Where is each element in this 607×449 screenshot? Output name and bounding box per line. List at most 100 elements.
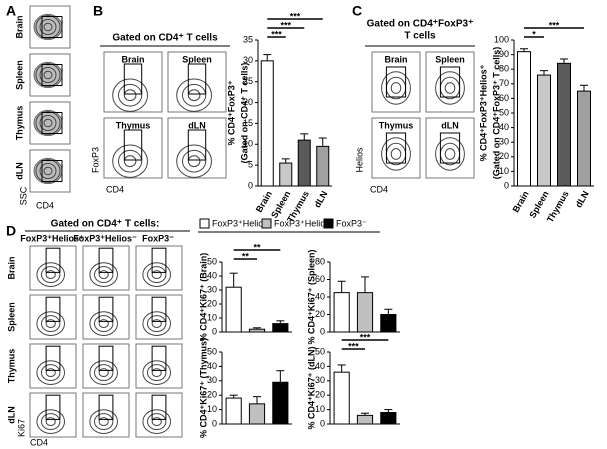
contour: [118, 149, 143, 173]
contour: [94, 413, 114, 431]
plot-label: Brain: [121, 54, 144, 64]
y-tick-label: 40: [207, 270, 217, 280]
contour: [187, 155, 201, 168]
gate: [151, 296, 167, 322]
contour: [112, 144, 149, 178]
flow-plot: [82, 392, 130, 438]
bar: [248, 328, 266, 333]
row-label: Spleen: [6, 302, 16, 332]
contour: [45, 270, 56, 280]
y-axis-label: % CD4⁺Ki67⁺ (dLN): [306, 346, 316, 429]
y-tick-label: 10: [243, 139, 253, 149]
flow-plot: [371, 117, 421, 179]
bar: [380, 411, 397, 425]
gate: [98, 247, 114, 273]
contour: [98, 368, 109, 378]
contour: [381, 137, 411, 171]
y-tick-label: 70: [499, 78, 509, 88]
contour: [94, 364, 114, 382]
column-label: FoxP3⁺Helios⁻: [73, 233, 137, 243]
gate: [45, 345, 61, 371]
y-tick-label: 100: [494, 34, 509, 44]
gate: [123, 63, 143, 95]
contour: [147, 364, 167, 382]
density: [33, 61, 63, 89]
flow-plot: [29, 343, 77, 389]
contour: [43, 70, 53, 80]
contour: [41, 266, 61, 284]
legend-label: FoxP3⁻: [336, 218, 367, 228]
contour: [147, 315, 167, 333]
column-label: FoxP3⁺Helios⁺: [20, 233, 84, 243]
contour: [45, 417, 56, 427]
flow-plot: [29, 245, 77, 291]
row-label: Brain: [14, 15, 24, 38]
y-tick-label: 0: [320, 418, 325, 428]
y-tick-label: 40: [207, 361, 217, 371]
plot-label: Spleen: [182, 54, 212, 64]
y-tick-label: 60: [315, 274, 325, 284]
bar: [260, 60, 274, 187]
significance-label: ***: [348, 341, 359, 351]
bar: [297, 139, 311, 187]
contour: [39, 18, 57, 36]
legend-swatch: [199, 218, 210, 229]
contour: [43, 22, 53, 32]
contour: [182, 149, 207, 173]
bar: [272, 381, 289, 425]
y-tick-label: 30: [315, 375, 325, 385]
y-tick-label: 10: [499, 166, 509, 176]
contour: [118, 83, 143, 107]
y-tick-label: 40: [315, 361, 325, 371]
y-tick-label: 30: [243, 55, 253, 65]
axis-label: Helios: [354, 147, 364, 173]
gate: [98, 345, 114, 371]
gate: [123, 129, 143, 161]
contour: [43, 118, 53, 128]
axis-label: CD4: [370, 184, 388, 194]
flow-plot: [103, 117, 163, 179]
contour: [98, 319, 109, 329]
plot-label: Brain: [384, 54, 407, 64]
y-axis-label: % CD4⁺FoxP3⁺Helios⁺: [478, 64, 488, 161]
gate: [151, 345, 167, 371]
y-axis-label: % CD4⁺Ki67⁺ (Spleen): [306, 249, 316, 344]
contour: [151, 417, 162, 427]
y-tick-label: 10: [207, 404, 217, 414]
contour: [45, 368, 56, 378]
bar: [248, 403, 266, 425]
bar: [356, 414, 374, 425]
contour: [187, 89, 201, 102]
legend-label: FoxP3⁺Helios⁺: [212, 218, 273, 228]
flow-plot: [135, 294, 183, 340]
contour: [89, 409, 118, 434]
gate: [98, 394, 114, 420]
contour: [176, 144, 213, 178]
contour: [390, 148, 402, 160]
plot-label: Thymus: [116, 120, 151, 130]
row-label: dLN: [6, 406, 16, 424]
density: [33, 13, 63, 41]
y-axis-label: % CD4⁺FoxP3⁺: [226, 80, 236, 145]
gate: [385, 132, 407, 164]
gate: [41, 160, 63, 182]
contour: [435, 137, 465, 171]
density: [33, 157, 63, 185]
y-tick-label: 30: [207, 284, 217, 294]
significance-label: ***: [360, 332, 371, 342]
x-tick-label: dLN: [573, 189, 590, 209]
contour: [39, 66, 57, 84]
row-label: dLN: [14, 162, 24, 180]
panel-label: A: [6, 3, 16, 19]
contour: [142, 311, 171, 336]
y-tick-label: 50: [207, 256, 217, 266]
panel-title: Gated on CD4⁺ T cells: [112, 33, 218, 44]
bar: [557, 62, 571, 187]
y-tick-label: 0: [504, 180, 509, 190]
significance-label: *: [532, 29, 536, 39]
contour: [142, 262, 171, 287]
flow-plot: [29, 294, 77, 340]
gate: [385, 66, 407, 98]
contour: [41, 413, 61, 431]
